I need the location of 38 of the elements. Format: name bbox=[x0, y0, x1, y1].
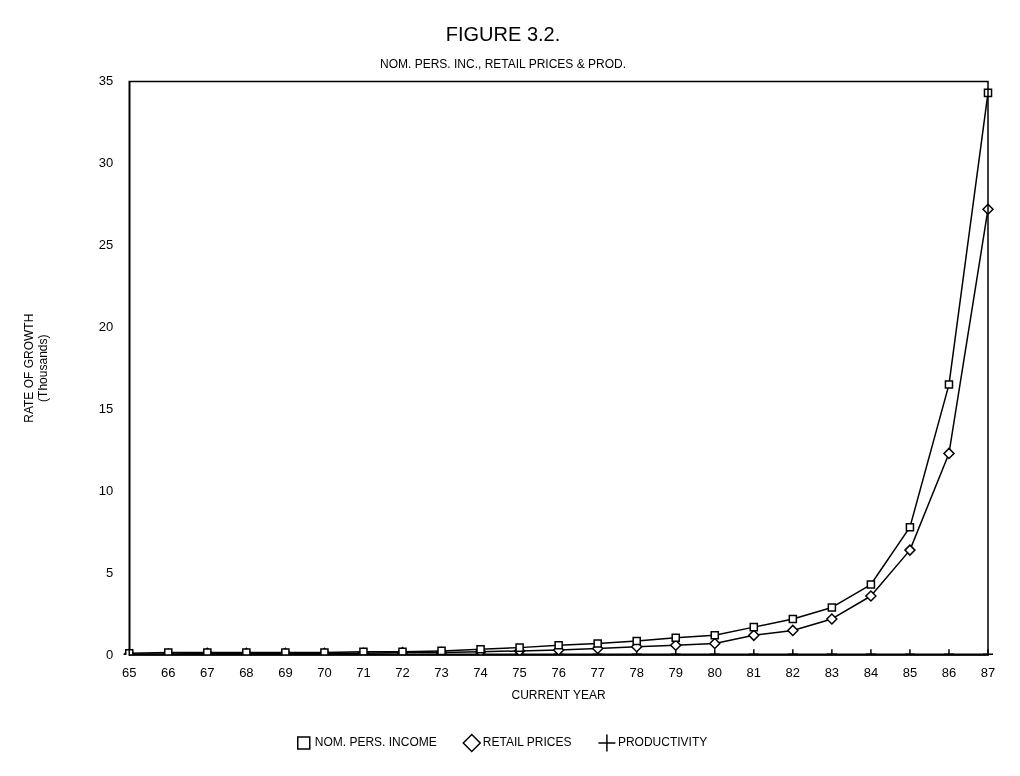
x-tick-label: 69 bbox=[278, 665, 293, 681]
legend-label: RETAIL PRICES bbox=[482, 735, 572, 750]
x-tick-label: 82 bbox=[785, 665, 801, 681]
chart-title: FIGURE 3.2. bbox=[445, 22, 561, 45]
x-axis-title: CURRENT YEAR bbox=[511, 688, 607, 703]
x-tick-label: 85 bbox=[902, 665, 918, 681]
y-axis-title: RATE OF GROWTH (Thousands) bbox=[21, 313, 50, 423]
y-tick-label: 15 bbox=[98, 400, 114, 416]
legend-label: NOM. PERS. INCOME bbox=[314, 735, 437, 750]
x-tick-label: 81 bbox=[746, 665, 762, 681]
x-tick-label: 79 bbox=[668, 665, 683, 681]
x-tick-label: 77 bbox=[590, 665, 605, 681]
x-tick-label: 71 bbox=[356, 665, 371, 681]
chart-subtitle: NOM. PERS. INC., RETAIL PRICES & PROD. bbox=[379, 56, 627, 71]
y-tick-label: 5 bbox=[106, 564, 114, 580]
x-tick-label: 80 bbox=[707, 665, 722, 681]
x-tick-label: 84 bbox=[863, 665, 879, 681]
x-tick-label: 68 bbox=[239, 665, 254, 681]
x-tick-label: 75 bbox=[512, 665, 527, 681]
x-tick-label: 66 bbox=[161, 665, 176, 681]
legend-label: PRODUCTIVITY bbox=[617, 735, 708, 750]
y-tick-label: 10 bbox=[98, 482, 114, 498]
x-tick-label: 73 bbox=[434, 665, 449, 681]
x-tick-label: 67 bbox=[200, 665, 215, 681]
x-tick-label: 70 bbox=[317, 665, 332, 681]
y-tick-label: 20 bbox=[98, 318, 114, 334]
y-tick-label: 35 bbox=[98, 72, 114, 88]
x-tick-label: 74 bbox=[473, 665, 488, 681]
x-tick-label: 83 bbox=[824, 665, 840, 681]
y-tick-label: 0 bbox=[106, 646, 114, 662]
x-tick-label: 87 bbox=[980, 665, 996, 681]
y-tick-label: 25 bbox=[98, 236, 114, 252]
x-tick-label: 78 bbox=[629, 665, 644, 681]
x-tick-label: 65 bbox=[122, 665, 137, 681]
y-tick-label: 30 bbox=[98, 154, 114, 170]
x-tick-label: 72 bbox=[395, 665, 410, 681]
x-tick-label: 76 bbox=[551, 665, 566, 681]
x-tick-label: 86 bbox=[941, 665, 957, 681]
